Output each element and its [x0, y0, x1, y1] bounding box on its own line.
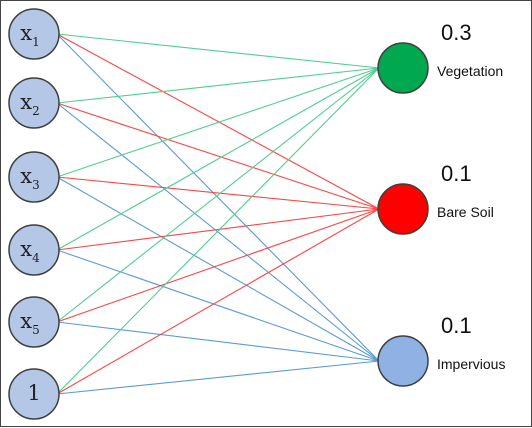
output-label: Impervious — [437, 356, 505, 372]
input-node-label: x2 — [20, 90, 39, 118]
edge-3-to-vegetation — [56, 67, 380, 178]
input-label-base: x — [20, 237, 32, 261]
edge-4-to-bare-soil — [56, 208, 380, 251]
output-value: 0.1 — [441, 313, 472, 338]
input-label-subscript: 5 — [32, 323, 40, 337]
input-label-subscript: 2 — [32, 104, 40, 118]
edge-1-to-impervious — [56, 33, 380, 362]
input-node-circle — [8, 8, 60, 60]
output-label: Vegetation — [437, 63, 503, 79]
input-label-base: x — [20, 164, 32, 188]
input-node-label: x3 — [20, 164, 39, 192]
edge-3-to-bare-soil — [56, 176, 380, 210]
output-label: Bare Soil — [437, 204, 494, 220]
edge-2-to-bare-soil — [56, 102, 380, 210]
input-node-label: x1 — [20, 21, 39, 49]
output-node-circle — [377, 335, 429, 387]
edge-1-to-bare-soil — [56, 33, 380, 210]
edge-5-to-bare-soil — [56, 208, 380, 323]
input-node-2: x2 — [8, 77, 60, 129]
edges-group — [56, 33, 380, 395]
input-node-circle — [8, 368, 60, 420]
output-value: 0.3 — [441, 20, 472, 45]
edge-5-to-vegetation — [56, 67, 380, 323]
input-label-subscript: 3 — [32, 178, 40, 192]
edge-1-to-vegetation — [56, 33, 380, 69]
edge-4-to-impervious — [56, 249, 380, 362]
output-node-circle — [377, 42, 429, 94]
input-node-1: x1 — [8, 8, 60, 60]
edge-6-to-vegetation — [56, 67, 380, 395]
output-value: 0.1 — [441, 161, 472, 186]
edge-2-to-vegetation — [56, 67, 380, 104]
input-node-5: x5 — [8, 296, 60, 348]
input-node-label: 1 — [27, 381, 40, 405]
input-node-circle — [8, 296, 60, 348]
edge-6-to-impervious — [56, 360, 380, 395]
output-node-circle — [377, 183, 429, 235]
input-node-4: x4 — [8, 224, 60, 276]
output-node-vegetation: 0.3 Vegetation — [377, 20, 503, 94]
output-node-bare-soil: 0.1 Bare Soil — [377, 161, 494, 235]
output-nodes-group: 0.3 Vegetation 0.1 Bare Soil 0.1 Impervious — [377, 20, 505, 387]
input-label-subscript: 4 — [32, 251, 40, 265]
edge-3-to-impervious — [56, 176, 380, 362]
output-node-impervious: 0.1 Impervious — [377, 313, 505, 387]
input-node-6: 1 — [8, 368, 60, 420]
input-node-label: x4 — [20, 237, 40, 265]
input-label-base: x — [20, 90, 32, 114]
input-label-subscript: 1 — [32, 35, 40, 49]
input-node-3: x3 — [8, 151, 60, 203]
input-label-base: x — [20, 21, 32, 45]
input-label-base: x — [20, 309, 32, 333]
edge-4-to-vegetation — [56, 67, 380, 251]
input-node-label: x5 — [20, 309, 39, 337]
input-node-circle — [8, 151, 60, 203]
input-label-base: 1 — [27, 381, 40, 405]
edge-2-to-impervious — [56, 102, 380, 362]
edge-6-to-bare-soil — [56, 208, 380, 395]
input-node-circle — [8, 224, 60, 276]
input-node-circle — [8, 77, 60, 129]
edge-5-to-impervious — [56, 321, 380, 362]
